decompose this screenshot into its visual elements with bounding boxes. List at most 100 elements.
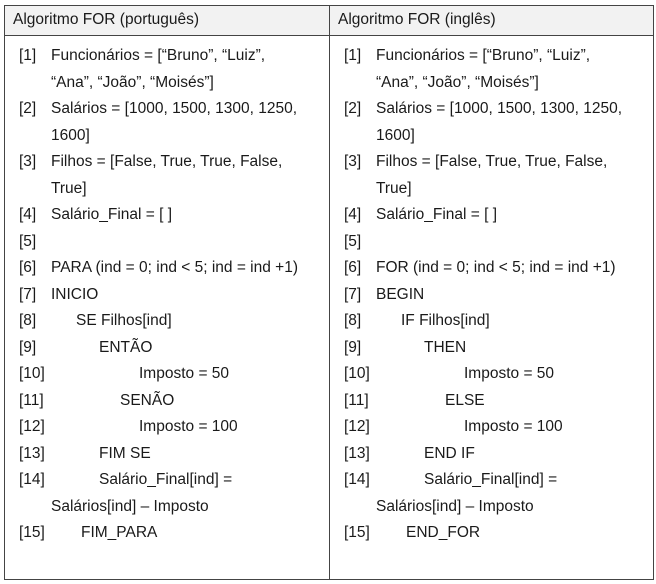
code-text: True] bbox=[376, 179, 412, 197]
line-number: [8] bbox=[344, 312, 362, 329]
code-text: Imposto = 50 bbox=[464, 365, 555, 382]
line-number: [5] bbox=[19, 232, 37, 250]
line-number: [4] bbox=[344, 206, 362, 223]
code-line: [15] END_FOR bbox=[344, 520, 653, 547]
english-code-lines: [1] Funcionários = [“Bruno”, “Luiz”, “Ana”… bbox=[330, 36, 653, 547]
code-line: [4] Salário_Final = [ ] bbox=[19, 202, 329, 229]
code-line: Salários[ind] – Imposto bbox=[19, 494, 329, 521]
code-line: [6] PARA (ind = 0; ind < 5; ind = ind +1) bbox=[19, 255, 329, 282]
code-line: “Ana”, “João”, “Moisés”] bbox=[344, 70, 653, 97]
code-line: True] bbox=[19, 176, 329, 203]
line-number: [11] bbox=[344, 391, 369, 409]
code-line: 1600] bbox=[19, 123, 329, 150]
code-line: [14] Salário_Final[ind] = bbox=[344, 467, 653, 494]
code-line: [11] SENÃO bbox=[19, 388, 329, 415]
code-text: Filhos = [False, True, True, False, bbox=[51, 153, 283, 170]
code-text: FIM SE bbox=[99, 444, 151, 462]
code-line: [9] THEN bbox=[344, 335, 653, 362]
code-line: Salários[ind] – Imposto bbox=[344, 494, 653, 521]
code-text: “Ana”, “João”, “Moisés”] bbox=[376, 73, 539, 91]
line-number: [9] bbox=[19, 338, 37, 356]
code-line: [8] IF Filhos[ind] bbox=[344, 308, 653, 335]
line-number: [7] bbox=[19, 285, 37, 303]
line-number: [15] bbox=[344, 524, 370, 541]
code-text: Imposto = 50 bbox=[139, 365, 230, 382]
header-portuguese: Algoritmo FOR (português) bbox=[5, 6, 330, 35]
header-english: Algoritmo FOR (inglês) bbox=[338, 11, 496, 28]
code-text: 1600] bbox=[376, 126, 415, 144]
line-number: [2] bbox=[19, 100, 37, 117]
code-line: True] bbox=[344, 176, 653, 203]
line-number: [1] bbox=[344, 47, 362, 64]
code-text: Salários = [1000, 1500, 1300, 1250, bbox=[51, 100, 298, 117]
line-number: [3] bbox=[19, 153, 37, 170]
code-line: [10] Imposto = 50 bbox=[344, 361, 653, 388]
code-text: Salários[ind] – Imposto bbox=[51, 497, 209, 515]
line-number: [12] bbox=[344, 418, 370, 435]
algorithm-table: Algoritmo FOR (português) Algoritmo FOR … bbox=[4, 5, 654, 580]
line-number: [3] bbox=[344, 153, 362, 170]
line-number: [15] bbox=[19, 524, 45, 541]
code-line: 1600] bbox=[344, 123, 653, 150]
code-text: SE Filhos[ind] bbox=[76, 312, 172, 329]
line-number: [13] bbox=[19, 444, 45, 462]
code-text: Salário_Final = [ ] bbox=[51, 206, 173, 223]
line-number: [14] bbox=[344, 471, 370, 488]
code-text: Filhos = [False, True, True, False, bbox=[376, 153, 608, 170]
code-line: [6] FOR (ind = 0; ind < 5; ind = ind +1) bbox=[344, 255, 653, 282]
code-line: [2] Salários = [1000, 1500, 1300, 1250, bbox=[344, 96, 653, 123]
code-line: [10] Imposto = 50 bbox=[19, 361, 329, 388]
code-text: Funcionários = [“Bruno”, “Luiz”, bbox=[51, 47, 266, 64]
code-line: [13] FIM SE bbox=[19, 441, 329, 468]
code-text: True] bbox=[51, 179, 87, 197]
portuguese-code-column: [1] Funcionários = [“Bruno”, “Luiz”, “Ana”… bbox=[5, 36, 330, 579]
code-line: [14] Salário_Final[ind] = bbox=[19, 467, 329, 494]
code-line: [4] Salário_Final = [ ] bbox=[344, 202, 653, 229]
code-text: Salário_Final[ind] = bbox=[99, 471, 233, 488]
english-code-column: [1] Funcionários = [“Bruno”, “Luiz”, “Ana”… bbox=[330, 36, 653, 579]
code-line: “Ana”, “João”, “Moisés”] bbox=[19, 70, 329, 97]
code-text: END IF bbox=[424, 444, 475, 462]
code-text: SENÃO bbox=[120, 391, 175, 409]
table-body-row: [1] Funcionários = [“Bruno”, “Luiz”, “Ana”… bbox=[5, 36, 653, 579]
line-number: [13] bbox=[344, 444, 370, 462]
code-text: FOR (ind = 0; ind < 5; ind = ind +1) bbox=[376, 259, 616, 276]
code-line: [1] Funcionários = [“Bruno”, “Luiz”, bbox=[344, 43, 653, 70]
code-text: Salário_Final = [ ] bbox=[376, 206, 498, 223]
code-text: 1600] bbox=[51, 126, 90, 144]
line-number: [4] bbox=[19, 206, 37, 223]
line-number: [7] bbox=[344, 285, 362, 303]
code-line: [15] FIM_PARA bbox=[19, 520, 329, 547]
code-text: Funcionários = [“Bruno”, “Luiz”, bbox=[376, 47, 591, 64]
code-text: END_FOR bbox=[406, 524, 481, 541]
code-line: [12] Imposto = 100 bbox=[19, 414, 329, 441]
line-number: [12] bbox=[19, 418, 45, 435]
line-number: [8] bbox=[19, 312, 37, 329]
code-text: Salário_Final[ind] = bbox=[424, 471, 558, 488]
line-number: [5] bbox=[344, 232, 362, 250]
line-number: [6] bbox=[344, 259, 362, 276]
line-number: [9] bbox=[344, 338, 362, 356]
code-text: BEGIN bbox=[376, 285, 425, 303]
code-line: [5] bbox=[19, 229, 329, 256]
code-line: [8] SE Filhos[ind] bbox=[19, 308, 329, 335]
table-header-row: Algoritmo FOR (português) Algoritmo FOR … bbox=[5, 6, 653, 36]
line-number: [6] bbox=[19, 259, 37, 276]
line-number: [14] bbox=[19, 471, 45, 488]
code-text: INICIO bbox=[51, 285, 99, 303]
code-line: [13] END IF bbox=[344, 441, 653, 468]
code-line: [11] ELSE bbox=[344, 388, 653, 415]
line-number: [1] bbox=[19, 47, 37, 64]
code-line: [3] Filhos = [False, True, True, False, bbox=[344, 149, 653, 176]
code-line: [9] ENTÃO bbox=[19, 335, 329, 362]
code-text: Salários[ind] – Imposto bbox=[376, 497, 534, 515]
code-text: ENTÃO bbox=[99, 338, 153, 356]
code-line: [5] bbox=[344, 229, 653, 256]
code-text: FIM_PARA bbox=[81, 524, 158, 541]
code-line: [1] Funcionários = [“Bruno”, “Luiz”, bbox=[19, 43, 329, 70]
line-number: [2] bbox=[344, 100, 362, 117]
code-text: THEN bbox=[424, 338, 467, 356]
code-text: Salários = [1000, 1500, 1300, 1250, bbox=[376, 100, 623, 117]
code-line: [7] INICIO bbox=[19, 282, 329, 309]
code-text: Imposto = 100 bbox=[139, 418, 238, 435]
